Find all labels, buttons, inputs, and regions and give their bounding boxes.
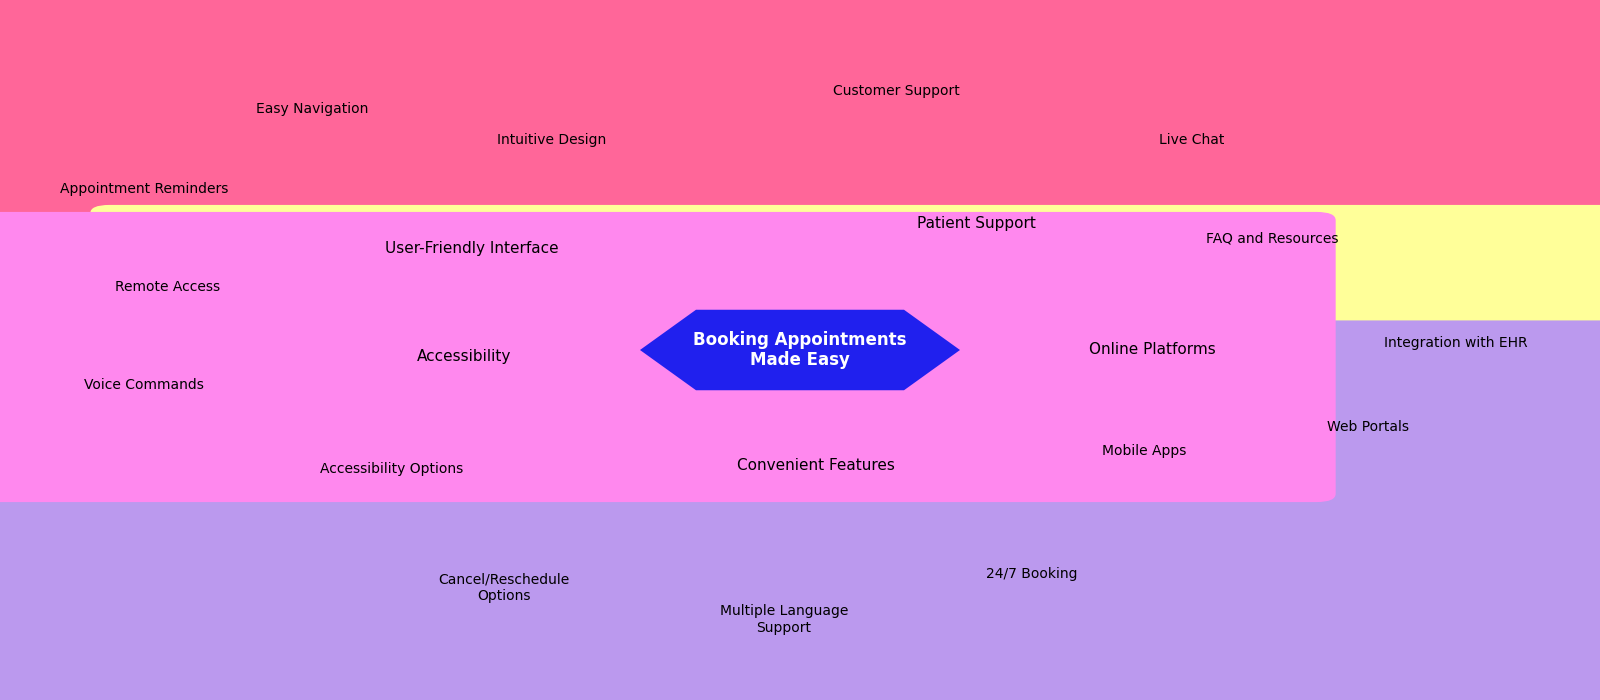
Text: Online Platforms: Online Platforms: [1088, 342, 1216, 358]
FancyBboxPatch shape: [256, 209, 1600, 477]
FancyBboxPatch shape: [0, 0, 1224, 243]
Text: Intuitive Design: Intuitive Design: [498, 133, 606, 147]
FancyBboxPatch shape: [0, 335, 1600, 603]
Text: User-Friendly Interface: User-Friendly Interface: [386, 241, 558, 256]
Text: Remote Access: Remote Access: [115, 280, 221, 294]
Text: Integration with EHR: Integration with EHR: [1384, 336, 1528, 350]
Text: Easy Navigation: Easy Navigation: [256, 102, 368, 116]
FancyBboxPatch shape: [0, 375, 1600, 700]
FancyBboxPatch shape: [0, 153, 965, 421]
FancyBboxPatch shape: [462, 318, 1600, 585]
FancyBboxPatch shape: [90, 205, 1600, 495]
Polygon shape: [640, 309, 960, 391]
Text: Cancel/Reschedule
Options: Cancel/Reschedule Options: [438, 573, 570, 603]
Text: FAQ and Resources: FAQ and Resources: [1206, 231, 1338, 245]
FancyBboxPatch shape: [0, 55, 1402, 323]
Text: Convenient Features: Convenient Features: [738, 458, 894, 473]
Text: Web Portals: Web Portals: [1326, 420, 1410, 434]
FancyBboxPatch shape: [293, 440, 1600, 700]
FancyBboxPatch shape: [0, 212, 1336, 502]
FancyBboxPatch shape: [0, 251, 998, 519]
Text: Live Chat: Live Chat: [1160, 133, 1224, 147]
FancyBboxPatch shape: [0, 79, 1600, 369]
Text: Patient Support: Patient Support: [917, 216, 1035, 232]
FancyBboxPatch shape: [0, 0, 1600, 225]
Text: Accessibility: Accessibility: [418, 349, 510, 365]
FancyBboxPatch shape: [686, 293, 1600, 561]
Text: Accessibility Options: Accessibility Options: [320, 462, 464, 476]
FancyBboxPatch shape: [0, 104, 1600, 393]
Text: Mobile Apps: Mobile Apps: [1102, 444, 1186, 458]
FancyBboxPatch shape: [0, 6, 1522, 274]
FancyBboxPatch shape: [626, 6, 1600, 274]
FancyBboxPatch shape: [0, 321, 1600, 610]
Text: Appointment Reminders: Appointment Reminders: [59, 182, 229, 196]
FancyBboxPatch shape: [245, 104, 1600, 372]
Text: Booking Appointments
Made Easy: Booking Appointments Made Easy: [693, 330, 907, 370]
FancyBboxPatch shape: [0, 344, 1531, 700]
Text: Voice Commands: Voice Commands: [85, 378, 203, 392]
Text: 24/7 Booking: 24/7 Booking: [986, 567, 1078, 581]
Text: Multiple Language
Support: Multiple Language Support: [720, 604, 848, 635]
Text: Customer Support: Customer Support: [832, 84, 960, 98]
